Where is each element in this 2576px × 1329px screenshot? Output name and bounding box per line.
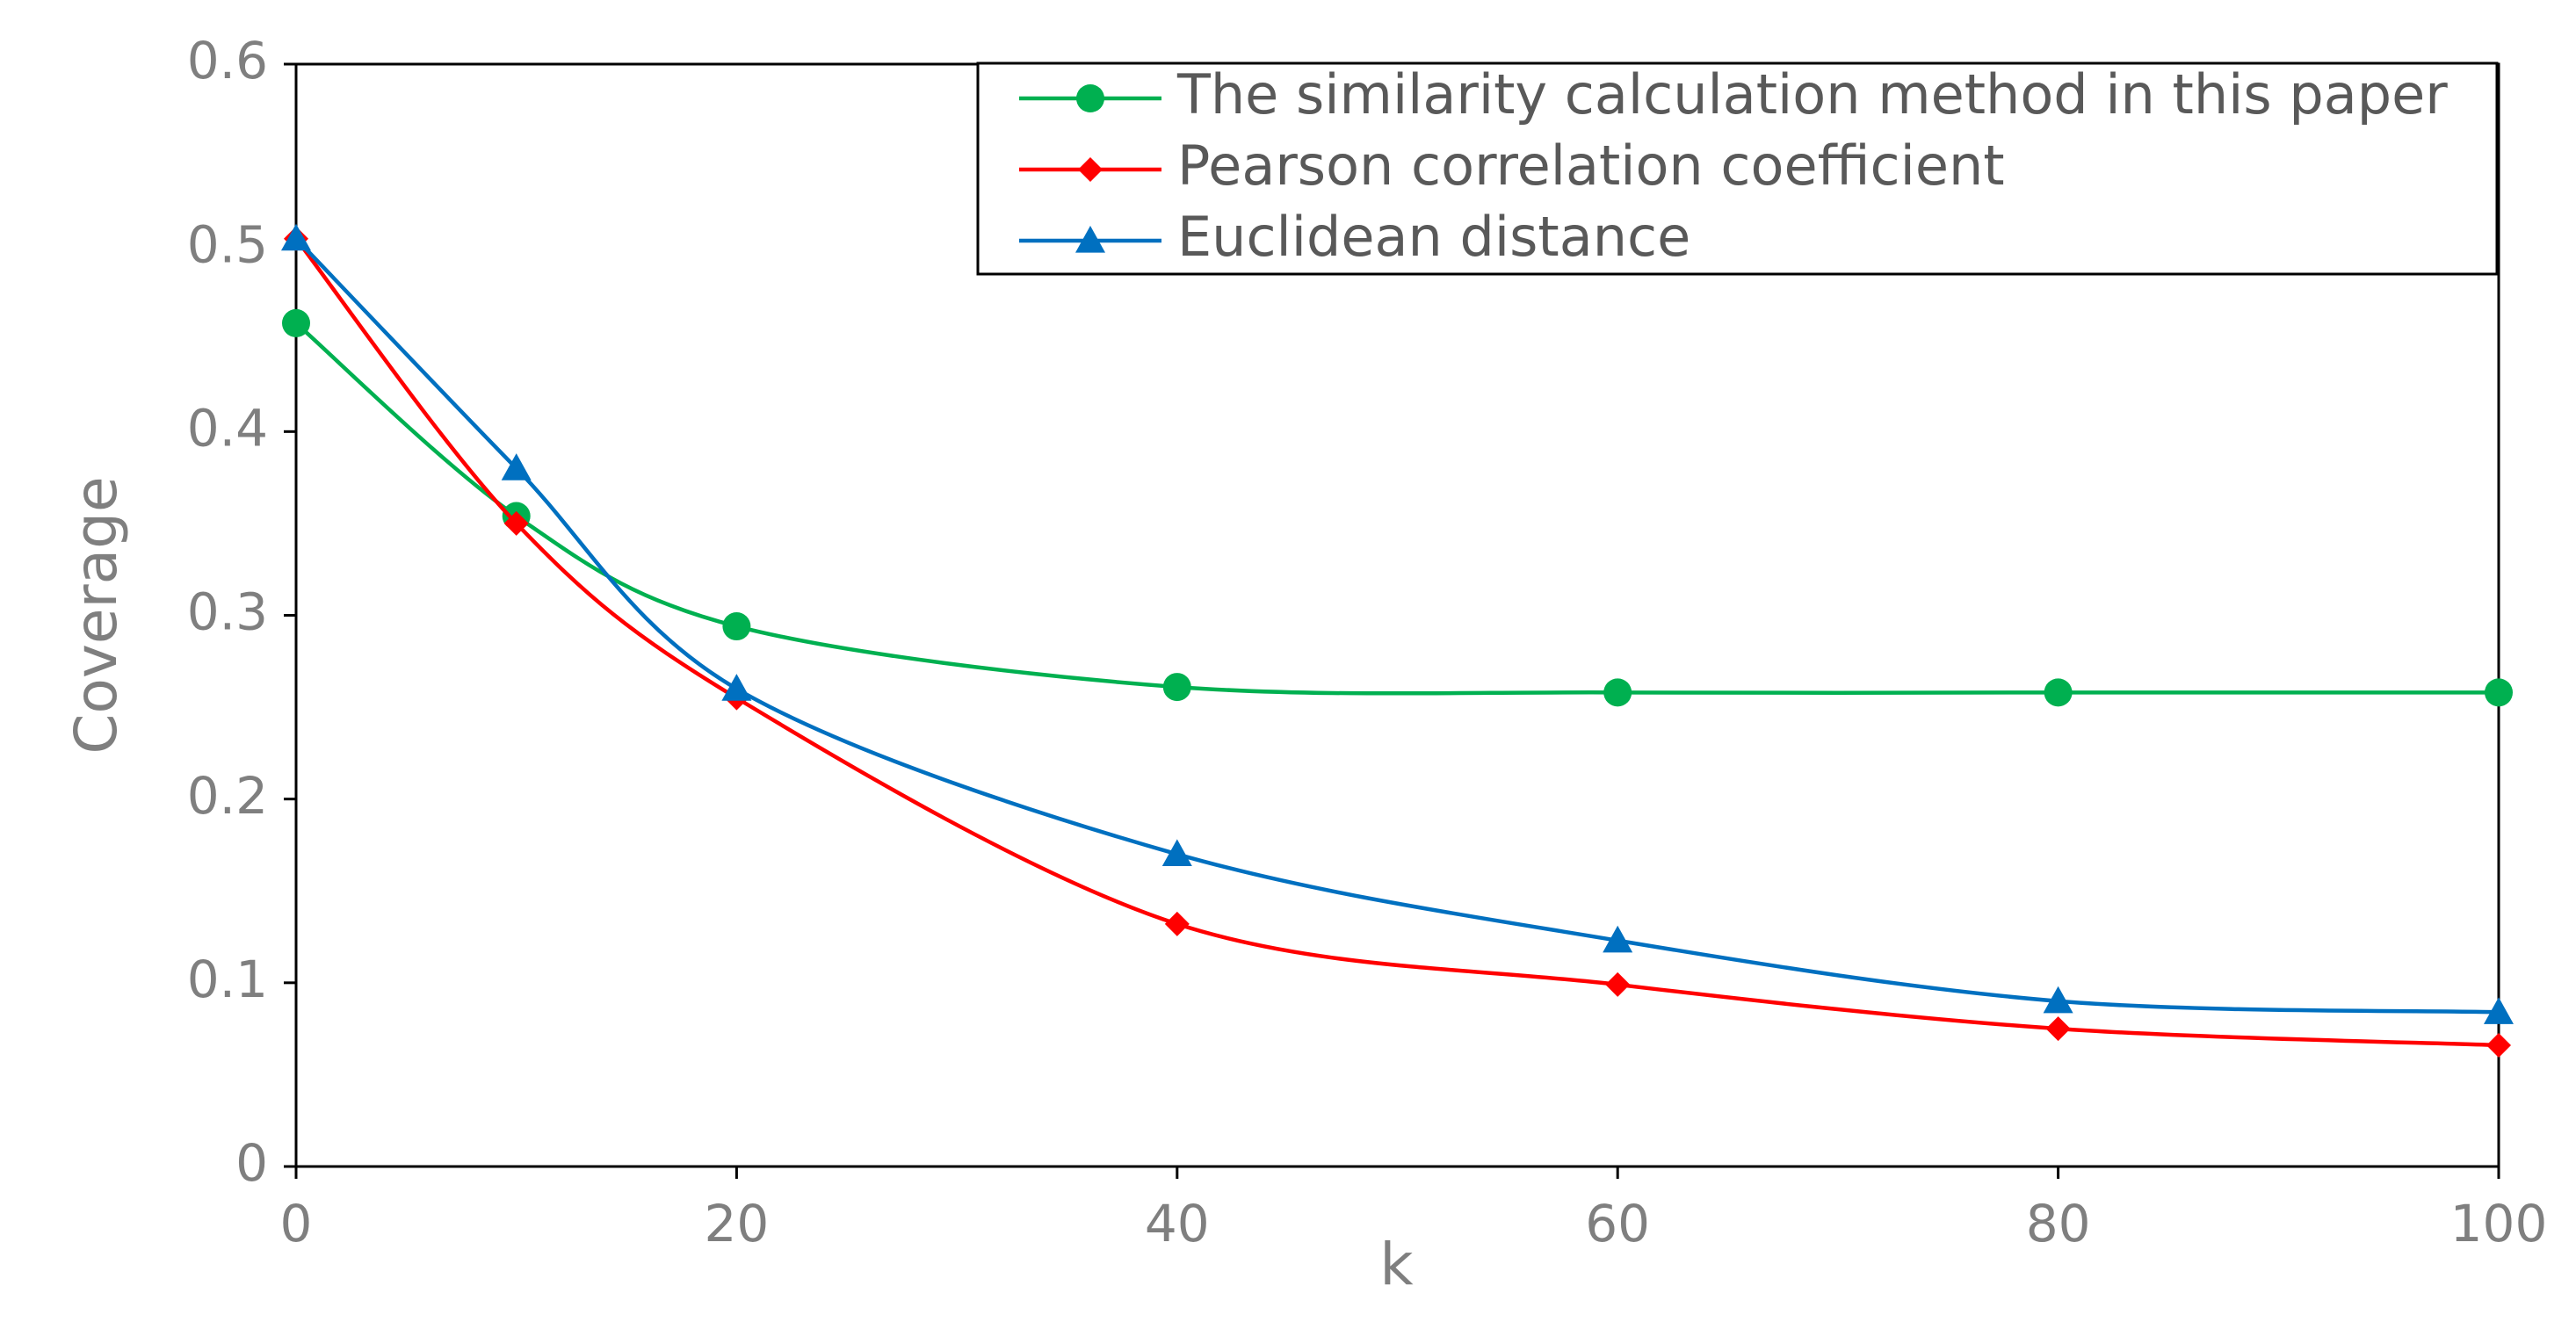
series-3 xyxy=(281,223,2514,1024)
legend-marker-diamond xyxy=(1078,157,1103,182)
data-point-triangle xyxy=(721,674,752,701)
data-point-circle xyxy=(2485,678,2513,707)
legend-item: Euclidean distance xyxy=(1019,205,1690,269)
axes-layer: 0 0.1 0.2 0.3 0.4 0.5 0.6 0 20 40 60 80 100 k Coverage xyxy=(62,31,2547,1298)
data-point-circle xyxy=(722,612,751,641)
legend: The similarity calculation method in thi… xyxy=(976,61,2499,276)
x-tick-label: 0 xyxy=(280,1194,313,1253)
data-point-triangle xyxy=(281,223,311,251)
series-line xyxy=(294,321,2499,696)
series-line xyxy=(294,237,2500,1048)
y-tick-label: 0 xyxy=(235,1133,268,1193)
x-tick-label: 100 xyxy=(2450,1194,2548,1253)
data-point-triangle xyxy=(1603,925,1633,953)
legend-label: Pearson correlation coefficient xyxy=(1177,134,2005,198)
data-point-diamond xyxy=(1164,911,1190,936)
y-tick-label: 0.6 xyxy=(187,31,268,90)
data-point-circle xyxy=(282,308,310,337)
y-tick-label: 0.5 xyxy=(187,214,268,274)
data-point-triangle xyxy=(2043,986,2073,1014)
data-point-diamond xyxy=(1605,971,1631,997)
legend-label: Euclidean distance xyxy=(1177,205,1690,269)
legend-marker-triangle xyxy=(1075,226,1105,253)
data-point-diamond xyxy=(2486,1032,2511,1058)
data-point-circle xyxy=(1162,673,1191,702)
legend-item: Pearson correlation coefficient xyxy=(1019,134,2005,198)
data-point-triangle xyxy=(1161,839,1192,867)
data-point-diamond xyxy=(503,510,529,536)
legend-label: The similarity calculation method in thi… xyxy=(1176,62,2448,126)
legend-box xyxy=(976,61,2499,276)
y-axis-title: Coverage xyxy=(62,476,130,754)
series-layer xyxy=(281,223,2514,1058)
legend-item: The similarity calculation method in thi… xyxy=(1019,62,2448,126)
data-point-triangle xyxy=(2484,997,2514,1024)
y-tick-label: 0.3 xyxy=(187,582,268,642)
series-1 xyxy=(282,308,2513,707)
data-point-triangle xyxy=(501,453,532,480)
y-tick-label: 0.1 xyxy=(187,950,268,1009)
y-tick-label: 0.4 xyxy=(187,398,268,458)
data-point-circle xyxy=(1603,678,1632,707)
x-tick-label: 60 xyxy=(1585,1194,1650,1253)
x-tick-label: 80 xyxy=(2026,1194,2091,1253)
data-point-circle xyxy=(2044,678,2073,707)
legend-marker-circle xyxy=(1076,84,1104,112)
data-point-diamond xyxy=(2045,1016,2071,1042)
x-axis-title: k xyxy=(1379,1231,1414,1298)
y-tick-label: 0.2 xyxy=(187,766,268,826)
series-2 xyxy=(284,226,2511,1058)
x-tick-label: 40 xyxy=(1145,1194,1210,1253)
x-tick-label: 20 xyxy=(704,1194,769,1253)
